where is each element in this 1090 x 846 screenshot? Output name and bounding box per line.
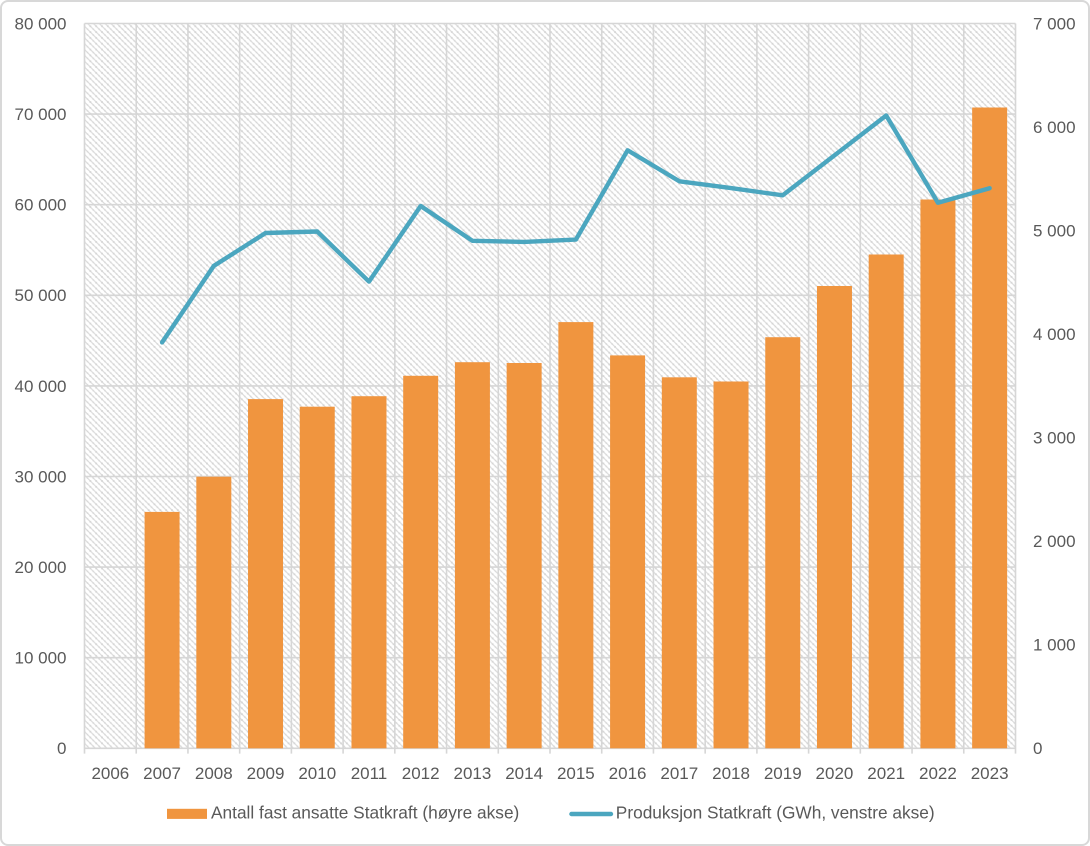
svg-text:2007: 2007 bbox=[143, 764, 181, 783]
svg-text:2010: 2010 bbox=[298, 764, 336, 783]
svg-text:2019: 2019 bbox=[764, 764, 802, 783]
svg-text:40 000: 40 000 bbox=[15, 377, 67, 396]
svg-text:10 000: 10 000 bbox=[15, 649, 67, 668]
svg-text:2006: 2006 bbox=[91, 764, 129, 783]
svg-text:2017: 2017 bbox=[660, 764, 698, 783]
svg-text:2 000: 2 000 bbox=[1033, 532, 1076, 551]
svg-text:2020: 2020 bbox=[816, 764, 854, 783]
svg-text:20 000: 20 000 bbox=[15, 558, 67, 577]
svg-text:2013: 2013 bbox=[454, 764, 492, 783]
svg-text:Antall fast ansatte Statkraft: Antall fast ansatte Statkraft (høyre aks… bbox=[211, 803, 519, 823]
svg-text:2008: 2008 bbox=[195, 764, 233, 783]
svg-text:0: 0 bbox=[1033, 739, 1042, 758]
svg-text:Produksjon Statkraft (GWh, ven: Produksjon Statkraft (GWh, venstre akse) bbox=[616, 803, 935, 823]
svg-text:1 000: 1 000 bbox=[1033, 636, 1076, 655]
svg-text:2009: 2009 bbox=[247, 764, 285, 783]
svg-text:70 000: 70 000 bbox=[15, 105, 67, 124]
svg-text:6 000: 6 000 bbox=[1033, 118, 1076, 137]
svg-text:2022: 2022 bbox=[919, 764, 957, 783]
svg-text:2018: 2018 bbox=[712, 764, 750, 783]
svg-text:2014: 2014 bbox=[505, 764, 543, 783]
svg-text:7 000: 7 000 bbox=[1033, 14, 1076, 33]
svg-text:30 000: 30 000 bbox=[15, 467, 67, 486]
svg-text:2015: 2015 bbox=[557, 764, 595, 783]
svg-text:2011: 2011 bbox=[351, 764, 388, 783]
svg-text:2012: 2012 bbox=[402, 764, 440, 783]
svg-text:2021: 2021 bbox=[867, 764, 905, 783]
svg-text:60 000: 60 000 bbox=[15, 196, 67, 215]
svg-text:0: 0 bbox=[57, 739, 66, 758]
svg-text:5 000: 5 000 bbox=[1033, 221, 1076, 240]
svg-text:2023: 2023 bbox=[971, 764, 1009, 783]
svg-text:2016: 2016 bbox=[609, 764, 647, 783]
svg-text:3 000: 3 000 bbox=[1033, 429, 1076, 448]
svg-text:4 000: 4 000 bbox=[1033, 325, 1076, 344]
svg-text:50 000: 50 000 bbox=[15, 286, 67, 305]
svg-text:80 000: 80 000 bbox=[15, 14, 67, 33]
